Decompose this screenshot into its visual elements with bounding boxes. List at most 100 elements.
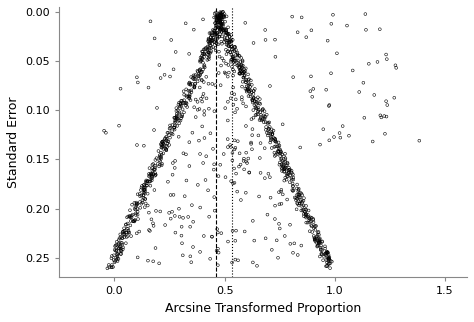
Point (245, 87, 252, 92)
Point (229, 228, 237, 233)
Point (195, 73, 203, 79)
Point (343, 23, 351, 28)
Point (191, 77, 198, 82)
Point (268, 137, 275, 142)
Point (207, 31, 215, 36)
Point (117, 244, 124, 249)
Point (205, 50, 212, 55)
Point (186, 89, 193, 94)
Point (231, 238, 239, 243)
Point (171, 115, 178, 120)
Point (237, 66, 245, 71)
Point (177, 118, 184, 123)
Point (302, 215, 310, 220)
Point (369, 139, 376, 144)
Point (182, 152, 190, 157)
Point (201, 65, 209, 70)
Point (201, 52, 209, 57)
Point (120, 229, 128, 234)
Point (242, 190, 250, 195)
Point (255, 194, 263, 199)
Point (148, 178, 155, 183)
Point (147, 173, 155, 178)
Point (220, 14, 228, 19)
Point (241, 20, 249, 25)
Point (311, 237, 319, 242)
Point (147, 172, 155, 177)
Point (168, 128, 176, 134)
Point (275, 190, 283, 195)
Point (227, 96, 235, 101)
Point (238, 63, 246, 68)
Point (315, 236, 322, 241)
Point (105, 264, 113, 270)
Point (282, 163, 290, 168)
Point (186, 80, 193, 85)
Point (183, 101, 191, 106)
Point (117, 232, 124, 237)
Point (243, 89, 250, 94)
Point (167, 193, 174, 198)
Point (192, 97, 200, 102)
Point (120, 226, 128, 231)
Point (362, 12, 369, 17)
Point (239, 63, 246, 68)
Point (222, 47, 230, 52)
Point (232, 171, 240, 176)
Point (118, 235, 126, 241)
Point (316, 240, 324, 245)
Point (131, 219, 138, 224)
Point (304, 213, 312, 218)
Point (317, 247, 325, 252)
Point (247, 88, 255, 93)
Point (304, 220, 311, 225)
Point (235, 61, 243, 66)
Point (158, 139, 166, 144)
Point (300, 195, 308, 201)
Point (120, 232, 128, 237)
Point (213, 18, 220, 23)
Point (194, 99, 201, 104)
Point (278, 201, 285, 206)
Point (233, 106, 241, 111)
Point (153, 156, 160, 161)
Point (257, 141, 264, 146)
Point (216, 16, 224, 22)
Point (234, 50, 241, 55)
Point (118, 242, 126, 247)
Point (218, 23, 225, 28)
Point (227, 50, 234, 55)
Point (160, 146, 167, 151)
Point (231, 49, 238, 54)
Point (213, 18, 220, 24)
Point (228, 44, 236, 49)
Point (214, 34, 221, 40)
Point (173, 123, 181, 128)
Point (256, 156, 264, 161)
Point (349, 68, 356, 73)
Point (262, 236, 269, 241)
Point (214, 16, 222, 21)
Point (309, 94, 316, 99)
Point (374, 59, 381, 64)
Point (162, 146, 169, 151)
Point (215, 12, 222, 17)
Point (319, 248, 326, 253)
Point (146, 183, 154, 188)
Point (213, 17, 220, 22)
Point (250, 40, 257, 45)
Point (143, 183, 151, 188)
Point (199, 94, 207, 99)
Point (268, 130, 275, 135)
Point (142, 201, 149, 206)
Point (277, 156, 285, 161)
Point (114, 251, 122, 256)
Point (187, 88, 195, 93)
Point (187, 98, 194, 103)
Point (212, 25, 220, 30)
Point (238, 66, 246, 71)
Point (216, 16, 223, 21)
Point (272, 137, 279, 143)
Point (295, 187, 302, 193)
Point (294, 252, 301, 258)
